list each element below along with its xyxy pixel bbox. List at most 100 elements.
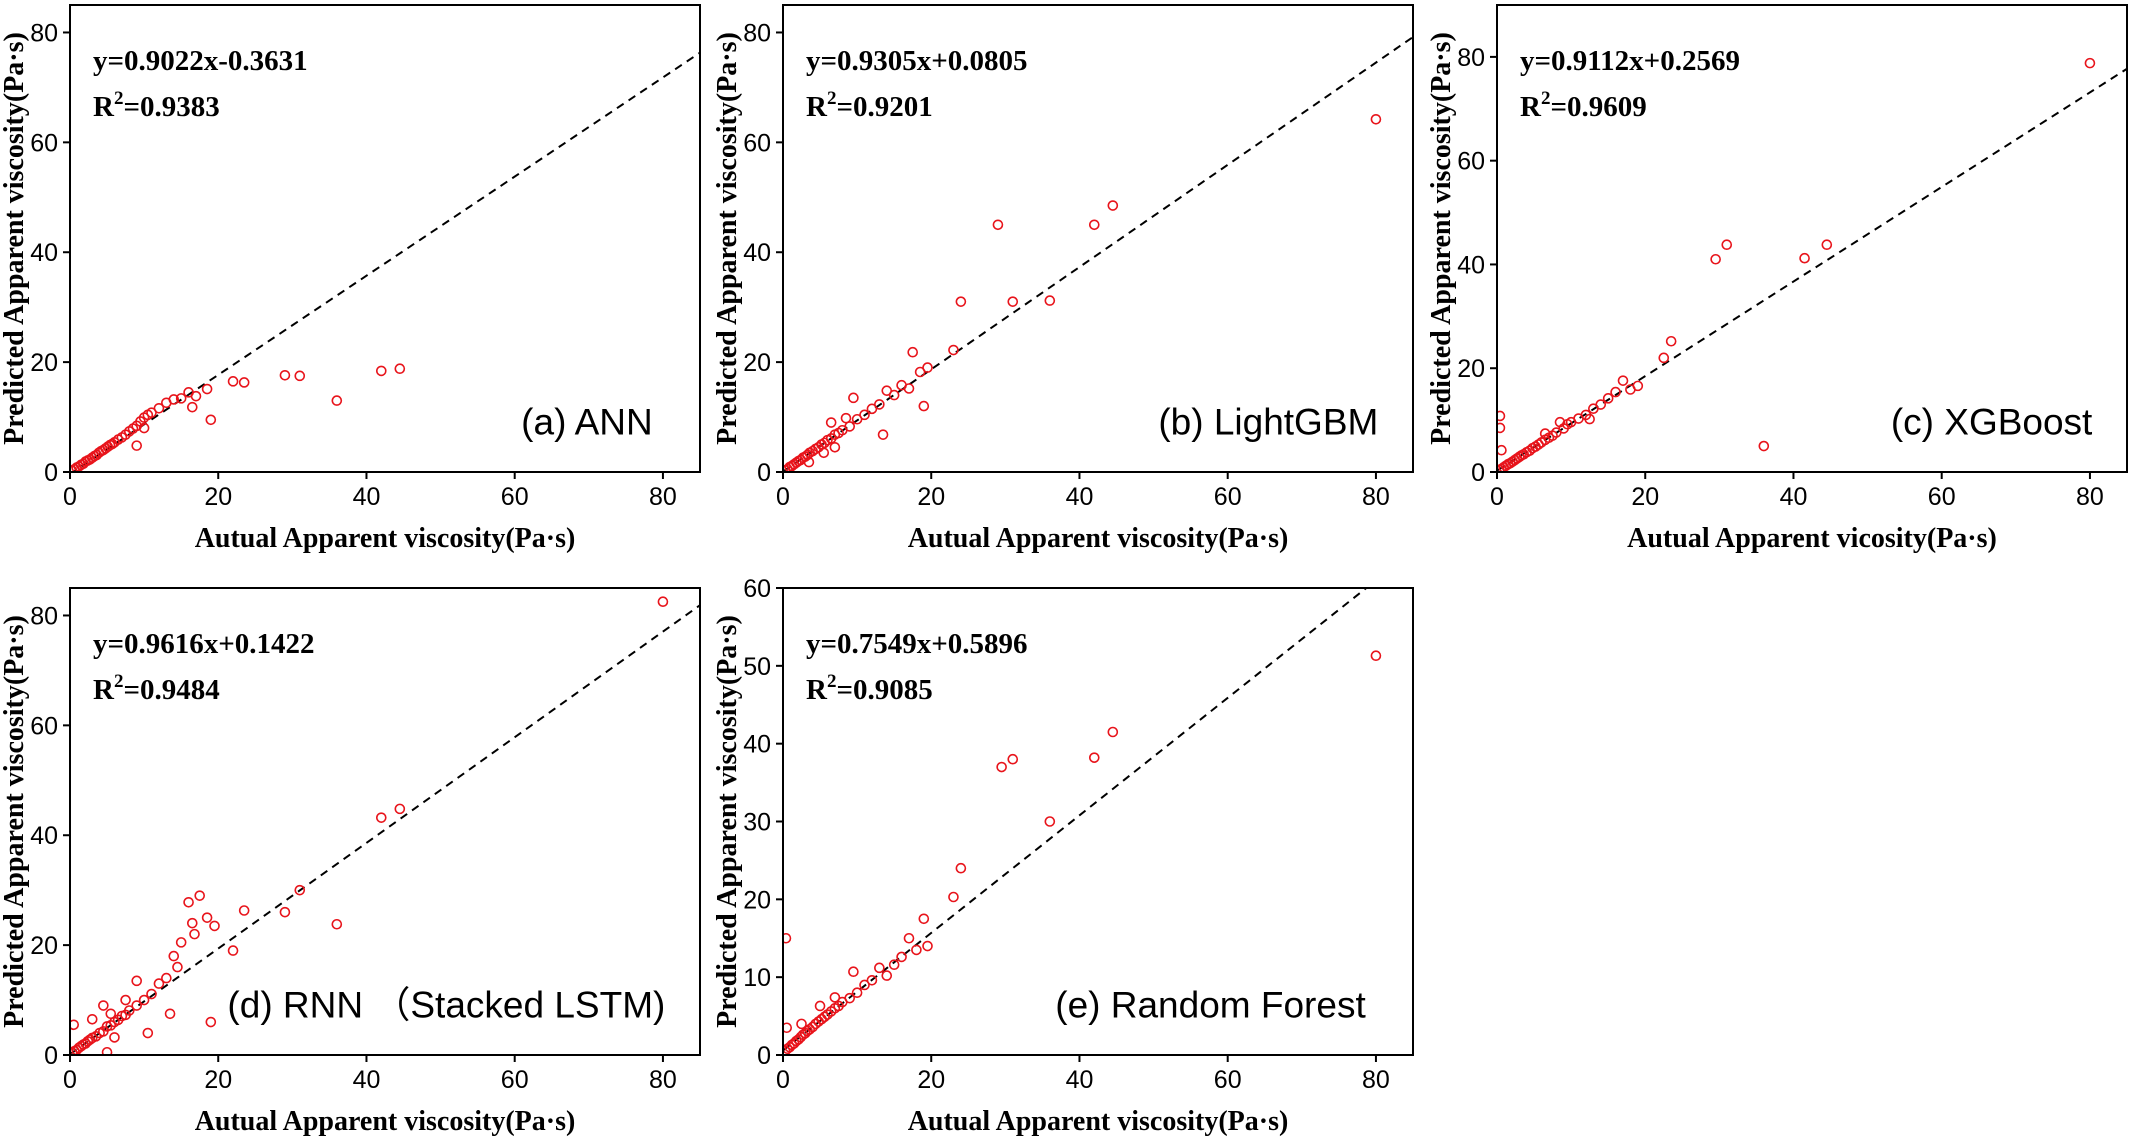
data-point	[948, 344, 959, 356]
x-tick-label: 20	[917, 1066, 945, 1094]
data-point	[918, 400, 930, 412]
data-point	[238, 377, 250, 388]
data-point	[194, 890, 206, 901]
x-tick-label: 60	[1214, 483, 1242, 511]
data-point	[848, 966, 859, 978]
x-tick-label: 40	[353, 1066, 381, 1094]
data-point	[1497, 444, 1507, 456]
data-point	[955, 296, 967, 307]
y-axis-label: Predicted Apparent viscosity(Pa·s)	[1426, 32, 1457, 445]
data-point	[331, 395, 343, 406]
plot-frame	[69, 4, 701, 473]
data-point	[818, 447, 830, 459]
data-point	[996, 761, 1007, 773]
data-point	[189, 928, 200, 940]
y-tick-label: 30	[743, 809, 771, 837]
data-point	[848, 392, 859, 404]
data-point	[1497, 422, 1506, 434]
y-tick-label: 10	[743, 964, 771, 992]
y-tick-label: 60	[30, 712, 58, 740]
x-tick-label: 20	[204, 483, 232, 511]
data-point	[881, 970, 893, 981]
data-point	[1658, 352, 1670, 364]
r-squared-superscript: 2	[114, 671, 124, 692]
data-point	[123, 1005, 135, 1016]
data-point	[175, 393, 187, 404]
data-point	[783, 932, 792, 944]
data-point	[803, 456, 815, 468]
data-point	[1721, 239, 1733, 251]
r-squared-superscript: 2	[114, 88, 124, 109]
regression-equation: y=0.9305x+0.0805	[806, 45, 1028, 77]
data-point	[394, 363, 406, 375]
fit-line	[783, 36, 1413, 472]
plot-frame	[782, 4, 1414, 473]
data-point	[866, 974, 878, 986]
fit-line	[70, 604, 700, 1055]
y-axis-label: Predicted Apparent viscosity(Pa·s)	[712, 615, 743, 1028]
y-tick-label: 20	[743, 349, 771, 377]
plot-frame	[69, 587, 701, 1056]
y-tick-label: 40	[743, 239, 771, 267]
data-point	[142, 1027, 154, 1039]
data-point	[1665, 335, 1677, 347]
y-tick-label: 20	[30, 349, 58, 377]
x-axis-label: Autual Apparent viscosity(Pa·s)	[195, 1106, 576, 1137]
data-points	[70, 596, 669, 1055]
x-tick-label: 60	[501, 483, 529, 511]
data-point	[153, 978, 165, 989]
x-tick-label: 60	[1928, 483, 1956, 511]
x-tick-label: 20	[917, 483, 945, 511]
data-point	[186, 917, 198, 929]
y-tick-label: 80	[30, 19, 58, 47]
data-point	[955, 862, 967, 874]
r-squared-value: =0.9201	[836, 91, 932, 123]
y-tick-label: 40	[1457, 251, 1485, 279]
data-point	[161, 972, 172, 984]
x-tick-label: 20	[1631, 483, 1659, 511]
y-tick-label: 40	[30, 822, 58, 850]
data-point	[896, 951, 907, 963]
data-point	[86, 1013, 98, 1025]
data-point	[168, 394, 180, 405]
data-point	[105, 1008, 117, 1020]
data-point	[796, 1018, 807, 1030]
x-tick-label: 80	[649, 1066, 677, 1094]
y-axis-label: Predicted Apparent viscosity(Pa·s)	[0, 615, 30, 1028]
data-point	[1107, 726, 1119, 738]
panel-label: (a) ANN	[521, 402, 653, 443]
data-point	[1088, 752, 1100, 763]
data-point	[201, 383, 213, 395]
r-squared-symbol: R	[806, 674, 828, 706]
data-point	[131, 440, 143, 451]
data-point	[294, 884, 306, 896]
y-axis-label: Predicted Apparent viscosity(Pa·s)	[712, 32, 743, 445]
data-points	[783, 650, 1382, 1055]
panel-label: (e) Random Forest	[1055, 985, 1366, 1026]
y-tick-label: 60	[1457, 148, 1485, 176]
data-point	[829, 992, 841, 1003]
data-point	[922, 362, 933, 373]
data-point	[1007, 296, 1019, 307]
data-point	[1107, 200, 1119, 211]
y-tick-label: 80	[743, 19, 771, 47]
data-point	[829, 441, 841, 453]
regression-equation: y=0.9112x+0.2569	[1520, 45, 1740, 77]
r-squared: R2=0.9201	[806, 88, 933, 123]
data-point	[131, 1000, 143, 1011]
data-point	[164, 1008, 176, 1020]
y-tick-label: 0	[44, 459, 58, 487]
data-point	[227, 376, 239, 387]
data-point	[1617, 375, 1629, 386]
y-tick-label: 40	[30, 239, 58, 267]
data-point	[394, 803, 406, 815]
r-squared-superscript: 2	[1541, 88, 1551, 109]
data-point	[1044, 295, 1056, 306]
data-point	[807, 1021, 818, 1033]
data-point	[101, 1046, 113, 1055]
data-point	[657, 596, 669, 608]
data-point	[1710, 253, 1721, 265]
r-squared-superscript: 2	[827, 88, 837, 109]
r-squared-symbol: R	[806, 91, 828, 123]
data-point	[279, 906, 291, 918]
